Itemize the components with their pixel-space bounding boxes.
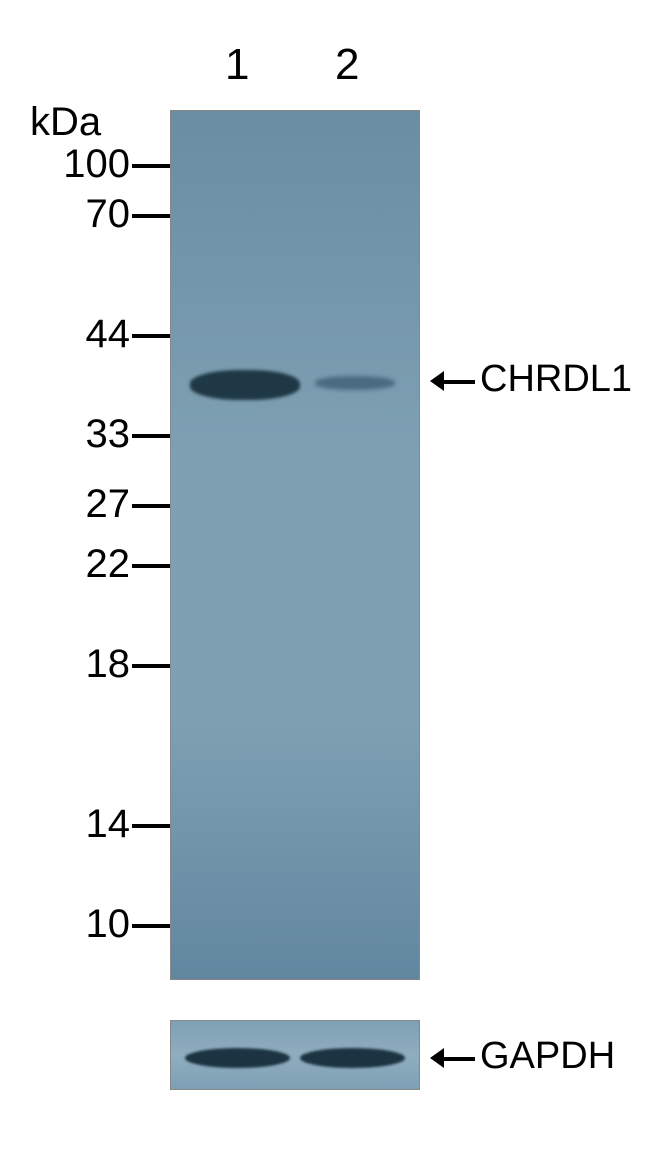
lane-number: 2 xyxy=(335,40,359,90)
mw-tick-label: 44 xyxy=(10,312,130,357)
mw-tick-line xyxy=(132,504,170,508)
mw-tick-line xyxy=(132,214,170,218)
mw-tick-label: 22 xyxy=(10,542,130,587)
loading-band xyxy=(185,1048,290,1068)
target-arrow xyxy=(444,380,475,384)
target-label: CHRDL1 xyxy=(480,358,632,401)
protein-band xyxy=(190,370,300,400)
target-arrow xyxy=(444,1057,475,1061)
mw-tick-label: 14 xyxy=(10,802,130,847)
mw-tick-line xyxy=(132,664,170,668)
mw-tick-label: 27 xyxy=(10,482,130,527)
lane-number: 1 xyxy=(225,40,249,90)
mw-tick-label: 100 xyxy=(10,142,130,187)
mw-tick-label: 18 xyxy=(10,642,130,687)
western-blot-figure: kDa 100 70 44 33 27 22 18 14 10 1 2 CHRDL1 GAPDH xyxy=(0,0,650,1156)
protein-band xyxy=(315,376,395,390)
loading-band xyxy=(300,1048,405,1068)
mw-tick-line xyxy=(132,334,170,338)
mw-tick-line xyxy=(132,564,170,568)
mw-tick-line xyxy=(132,924,170,928)
target-label: GAPDH xyxy=(480,1035,615,1078)
mw-tick-label: 10 xyxy=(10,902,130,947)
mw-tick-line xyxy=(132,164,170,168)
main-blot-membrane xyxy=(170,110,420,980)
mw-tick-line xyxy=(132,434,170,438)
axis-unit-label: kDa xyxy=(30,100,101,145)
mw-tick-line xyxy=(132,824,170,828)
target-arrow-head xyxy=(430,371,444,391)
mw-tick-label: 70 xyxy=(10,192,130,237)
target-arrow-head xyxy=(430,1048,444,1068)
mw-tick-label: 33 xyxy=(10,412,130,457)
